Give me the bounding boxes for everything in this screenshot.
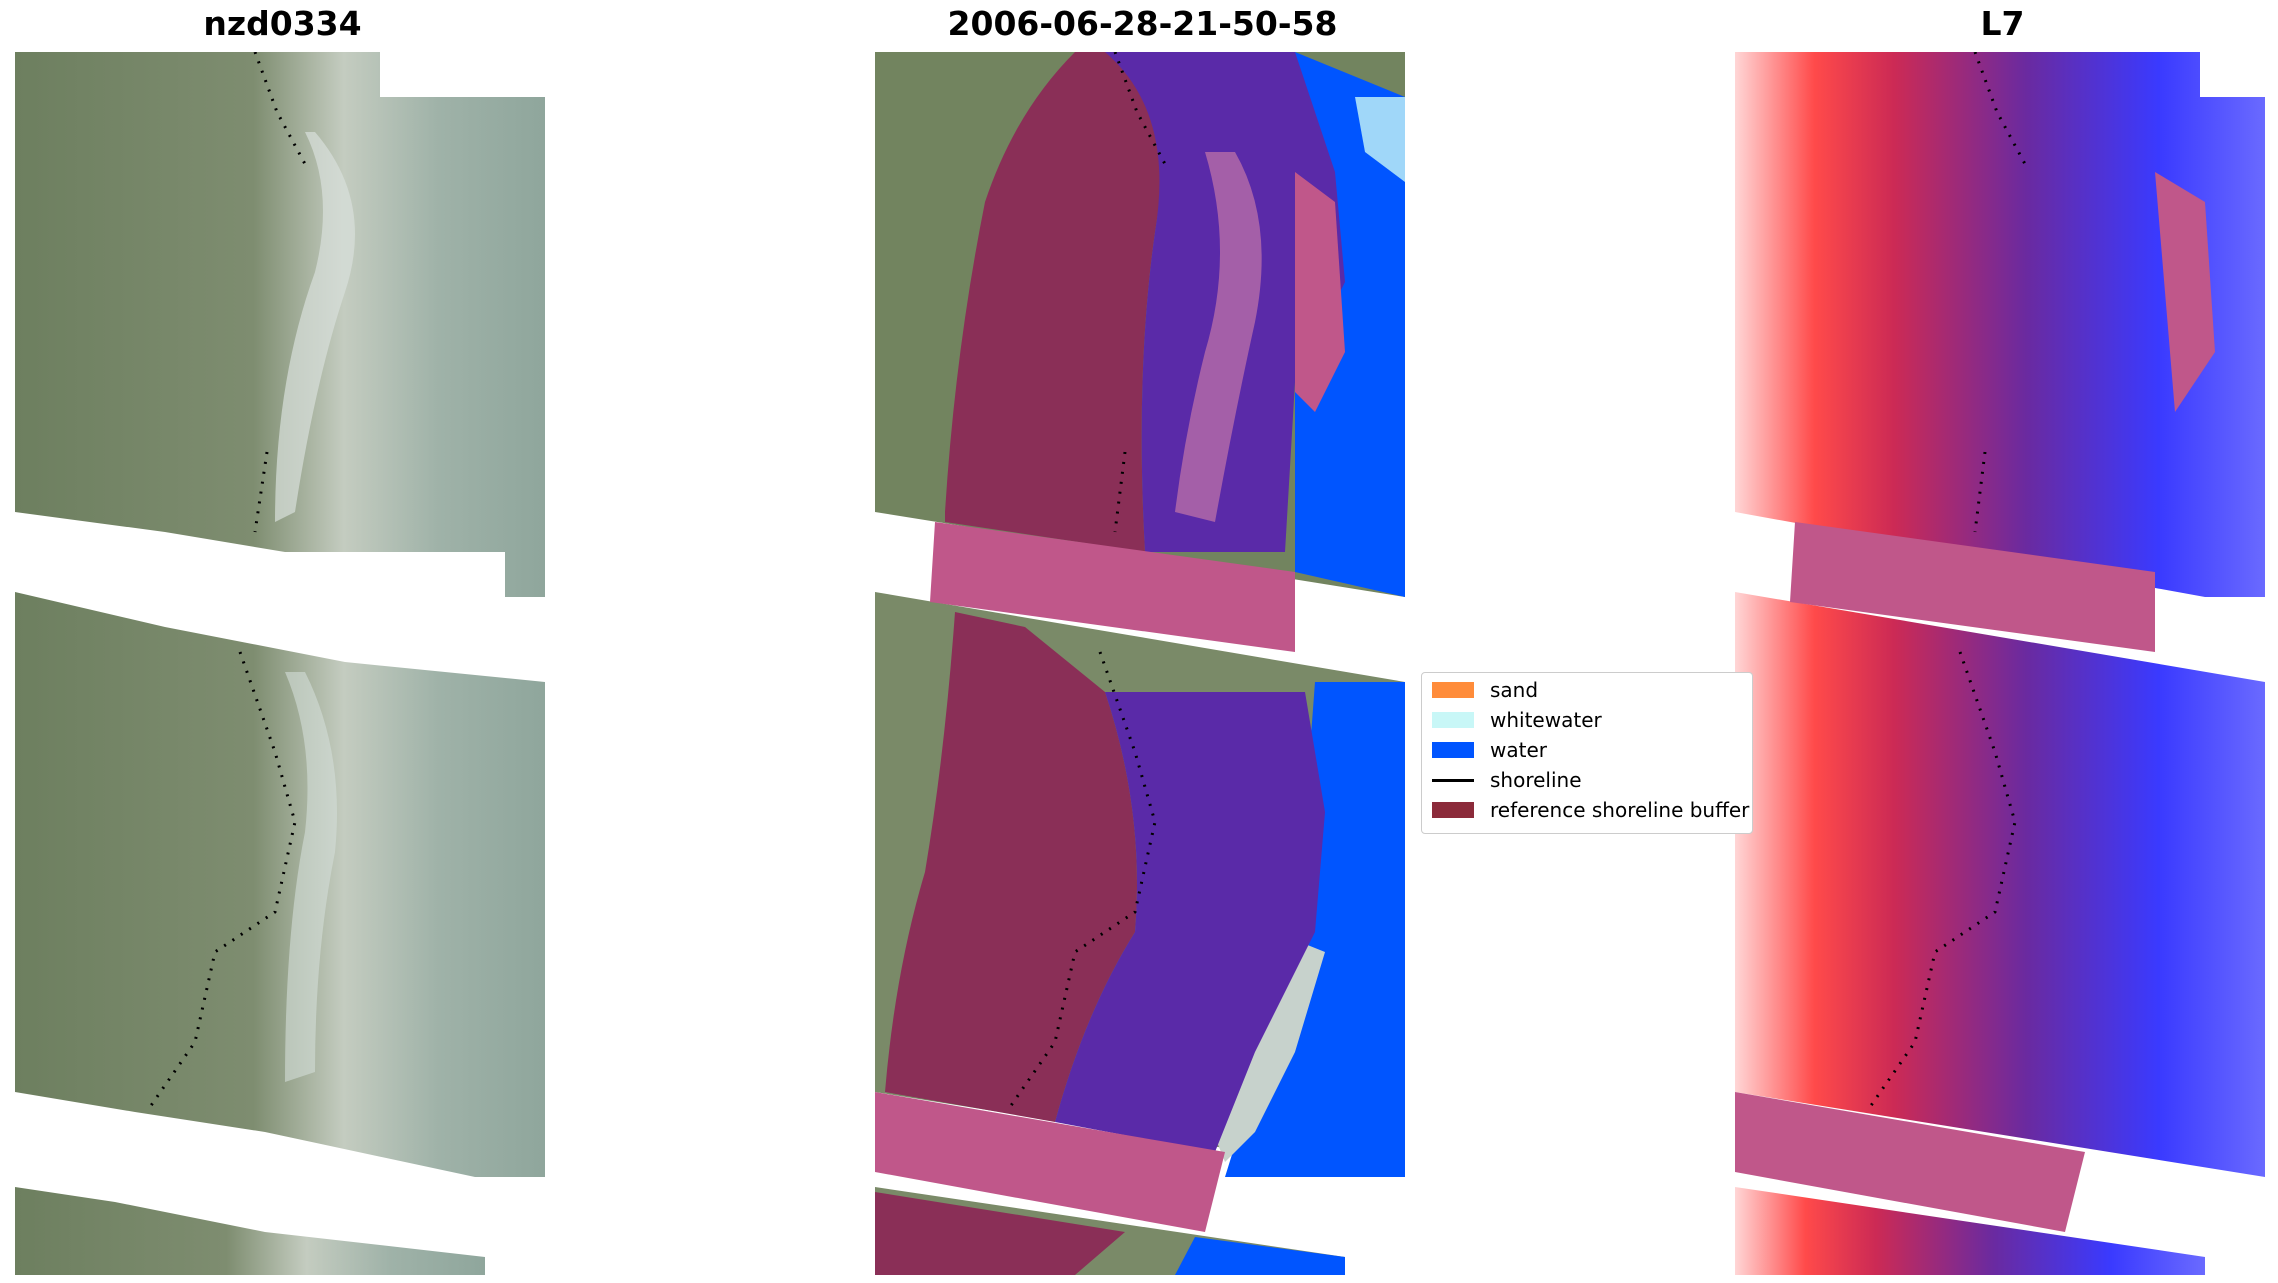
legend-label: water: [1490, 738, 1547, 762]
image-strip-middle: [15, 592, 545, 1177]
buffer-land-class: [945, 52, 1162, 552]
rgb-image-panel: [15, 52, 550, 1275]
shoreline-line: [1113, 451, 1127, 533]
shoreline-line: [1973, 451, 1987, 533]
buffer-water-class: [1055, 692, 1325, 1152]
legend-swatch: [1432, 778, 1474, 782]
index-strip-top: [1735, 52, 2265, 597]
index-strip-middle: [1735, 592, 2265, 1177]
panel-title-classified: 2006-06-28-21-50-58: [947, 4, 1338, 43]
legend-swatch: [1432, 742, 1474, 758]
buffer-band: [1735, 1092, 2085, 1232]
image-strip-top: [15, 52, 545, 597]
legend-label: whitewater: [1490, 708, 1602, 732]
buffer-band: [875, 1092, 1225, 1232]
shoreline-line: [253, 451, 269, 533]
image-strip-bottom: [15, 1187, 485, 1275]
shoreline-line: [148, 651, 297, 1108]
legend-item-whitewater: whitewater: [1432, 705, 1602, 735]
legend-item-water: water: [1432, 735, 1547, 765]
index-image-panel: [1735, 52, 2270, 1275]
classified-image-panel: [875, 52, 1410, 1275]
panel-title-rgb: nzd0334: [203, 4, 362, 43]
shoreline-line: [1113, 52, 1167, 165]
legend-swatch: [1432, 802, 1474, 818]
shoreline-line: [1973, 52, 2027, 165]
legend: sand whitewater water shoreline referenc…: [1421, 672, 1753, 834]
legend-item-reference-buffer: reference shoreline buffer: [1432, 795, 1749, 825]
legend-swatch: [1432, 682, 1474, 698]
whitewater-class-area: [1205, 932, 1325, 1162]
buffer-band: [1790, 522, 2155, 652]
shoreline-line: [1868, 651, 2017, 1108]
legend-label: shoreline: [1490, 768, 1582, 792]
legend-label: sand: [1490, 678, 1539, 702]
legend-item-sand: sand: [1432, 675, 1538, 705]
legend-item-shoreline: shoreline: [1432, 765, 1582, 795]
buffer-band: [930, 522, 1295, 652]
legend-label: reference shoreline buffer: [1490, 798, 1750, 822]
shoreline-line: [253, 52, 307, 165]
buffer-land-class: [885, 612, 1137, 1122]
panel-title-index: L7: [1980, 4, 2025, 43]
index-strip-bottom: [1735, 1187, 2205, 1275]
shoreline-line: [1008, 651, 1157, 1108]
legend-swatch: [1432, 712, 1474, 728]
